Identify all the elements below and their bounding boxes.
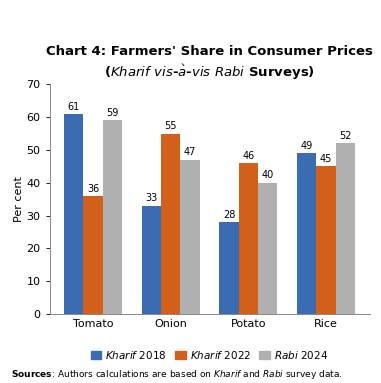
Text: $\bf{Sources}$: Authors calculations are based on $\it{Kharif}$ and $\it{Rabi}$ : $\bf{Sources}$: Authors calculations are… <box>11 368 343 381</box>
Bar <box>142 206 161 314</box>
Text: 40: 40 <box>262 170 274 180</box>
Text: 52: 52 <box>339 131 352 141</box>
Text: 49: 49 <box>300 141 313 151</box>
Text: 36: 36 <box>87 183 99 193</box>
Bar <box>103 120 122 314</box>
Text: 45: 45 <box>320 154 332 164</box>
Text: 46: 46 <box>242 151 255 161</box>
Y-axis label: Per cent: Per cent <box>14 176 24 222</box>
Text: 33: 33 <box>145 193 157 203</box>
Bar <box>239 163 258 314</box>
Bar <box>64 114 83 314</box>
Text: 55: 55 <box>165 121 177 131</box>
Bar <box>219 222 239 314</box>
Title: Chart 4: Farmers' Share in Consumer Prices
($\it{Kharif}$ $vis$-$\`{a}$-$vis$ $\: Chart 4: Farmers' Share in Consumer Pric… <box>46 44 373 82</box>
Legend: $\it{Kharif}$ 2018, $\it{Kharif}$ 2022, $\it{Rabi}$ 2024: $\it{Kharif}$ 2018, $\it{Kharif}$ 2022, … <box>87 345 332 365</box>
Text: 61: 61 <box>68 101 80 111</box>
Bar <box>316 166 336 314</box>
Bar <box>336 143 355 314</box>
Bar <box>161 134 181 314</box>
Text: 47: 47 <box>184 147 196 157</box>
Text: 59: 59 <box>106 108 119 118</box>
Text: 28: 28 <box>223 210 235 220</box>
Bar <box>258 183 277 314</box>
Bar <box>297 153 316 314</box>
Bar <box>83 196 103 314</box>
Bar <box>181 160 200 314</box>
